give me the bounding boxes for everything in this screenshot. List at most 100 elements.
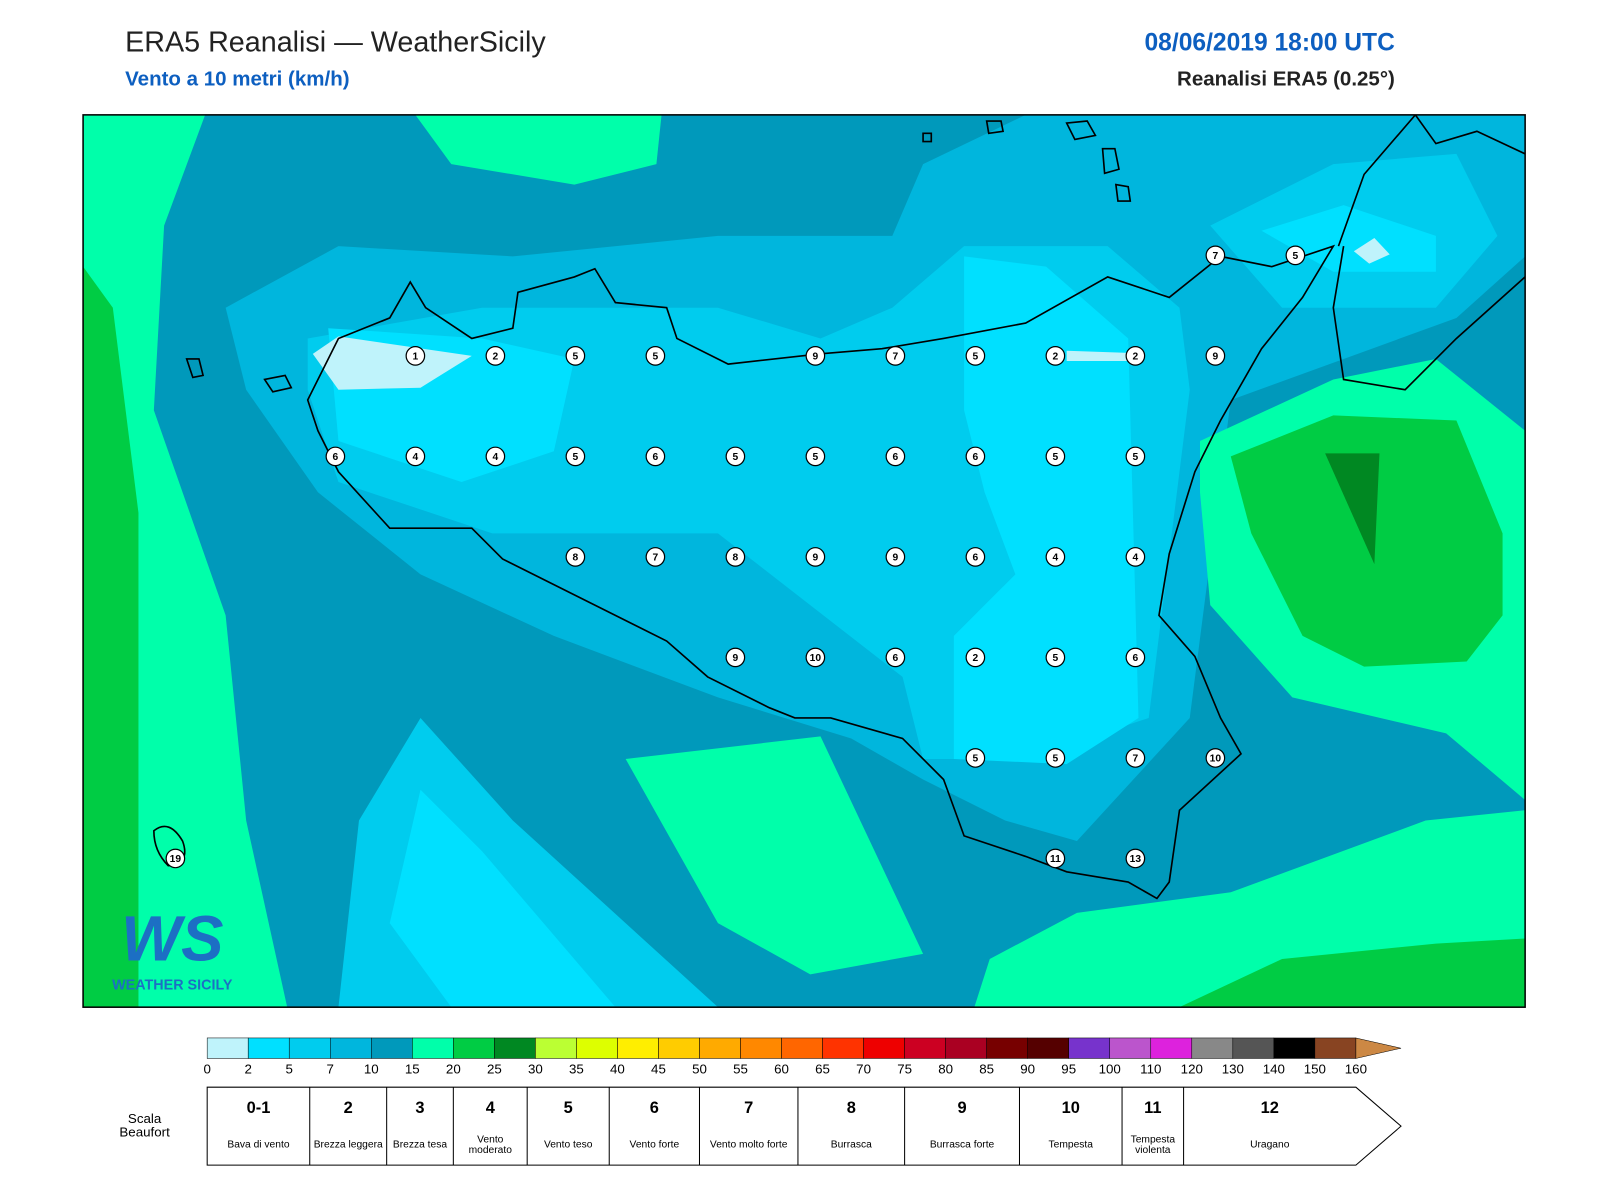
station-value: 4 <box>1133 553 1139 564</box>
colorbar-segment <box>781 1037 823 1059</box>
station-marker <box>645 346 666 366</box>
station-value: 6 <box>893 653 899 664</box>
beaufort-force: 6 <box>649 1099 659 1117</box>
sicily-coast <box>306 244 1336 900</box>
station-marker <box>165 848 186 869</box>
colorbar-tick-label: 70 <box>856 1061 871 1076</box>
colorbar-segment <box>494 1037 536 1059</box>
station-marker <box>1045 547 1066 567</box>
station-marker <box>885 547 906 567</box>
station-marker <box>805 647 826 668</box>
colorbar-segment <box>1150 1037 1193 1059</box>
beaufort-label: Burrasca <box>830 1139 872 1151</box>
station-marker <box>1125 647 1146 668</box>
station-marker <box>565 346 586 366</box>
station-value: 7 <box>653 553 659 564</box>
station-marker <box>965 446 986 467</box>
colorbar-tick-label: 5 <box>286 1061 293 1076</box>
station-marker <box>1045 647 1066 668</box>
beaufort-label: Uragano <box>1250 1139 1290 1151</box>
colorbar-tick-label: 50 <box>692 1061 707 1076</box>
colorbar-segment <box>1314 1037 1357 1059</box>
beaufort-force: 11 <box>1144 1099 1162 1117</box>
station-value: 6 <box>1133 653 1139 664</box>
colorbar-tick-label: 100 <box>1099 1061 1121 1076</box>
colorbar-tick-label: 85 <box>979 1061 994 1076</box>
station-marker <box>1045 346 1066 366</box>
island <box>985 120 1005 135</box>
station-marker <box>405 446 426 467</box>
beaufort-label: Vento teso <box>543 1139 593 1151</box>
station-marker <box>1125 848 1146 869</box>
colorbar-tick-label: 110 <box>1140 1061 1161 1076</box>
wind-zone <box>389 789 616 1008</box>
coastline <box>153 114 1526 900</box>
colorbar-tick-label: 10 <box>364 1061 379 1076</box>
colorbar-segment <box>1232 1037 1275 1059</box>
station-marker <box>965 748 986 768</box>
station-marker <box>805 446 826 467</box>
colorbar-segment <box>617 1037 659 1059</box>
station-marker <box>885 346 906 366</box>
station-marker <box>1045 848 1066 869</box>
station-marker <box>1285 245 1306 266</box>
station-marker <box>725 446 746 467</box>
island <box>263 374 293 393</box>
beaufort-frame <box>206 1086 1402 1166</box>
island <box>185 358 205 379</box>
station-value: 19 <box>170 854 182 865</box>
colorbar-tick-label: 55 <box>733 1061 748 1076</box>
map-frame <box>82 114 1526 1008</box>
datetime: 08/06/2019 18:00 UTC <box>1144 30 1395 57</box>
station-marker <box>965 647 986 668</box>
station-value: 9 <box>733 653 739 664</box>
station-value: 2 <box>973 653 979 664</box>
beaufort-force: 12 <box>1260 1099 1279 1117</box>
station-value: 5 <box>1053 754 1059 765</box>
station-value: 2 <box>493 352 499 363</box>
beaufort-scale <box>206 1086 1402 1166</box>
calabria-coast <box>1337 114 1417 247</box>
colorbar-tick-label: 65 <box>815 1061 830 1076</box>
colorbar-segment <box>288 1037 331 1059</box>
wind-zone <box>83 266 139 1008</box>
colorbar-segment <box>658 1037 700 1059</box>
station-value: 6 <box>653 452 659 463</box>
station-value: 8 <box>733 553 739 564</box>
station-marker <box>325 446 346 467</box>
beaufort-title: Scala Beaufort <box>119 1110 170 1140</box>
station-layer: 7 5 1 2 5 5 9 7 5 2 2 9 6 4 4 5 6 5 5 6 6 5 5 8 7 8 9 9 6 4 4 9 10 6 2 5 6 5 5… <box>165 245 1306 869</box>
colorbar-segment <box>904 1037 946 1059</box>
colorbar-tick-label: 15 <box>405 1061 420 1076</box>
station-marker <box>1125 446 1146 467</box>
colorbar-tick-label: 40 <box>610 1061 625 1076</box>
calabria-coast <box>1332 246 1526 391</box>
wind-zone <box>1066 350 1129 362</box>
colorbar-tick-label: 150 <box>1304 1061 1326 1076</box>
station-value: 5 <box>813 452 819 463</box>
colorbar-tick-label: 75 <box>897 1061 912 1076</box>
colorbar-segment <box>1191 1037 1234 1059</box>
station-value: 4 <box>1053 553 1059 564</box>
station-value: 8 <box>573 553 579 564</box>
beaufort-force: 7 <box>744 1099 754 1117</box>
station-value: 7 <box>1133 754 1139 765</box>
station-marker <box>485 446 506 467</box>
station-value: 9 <box>813 553 819 564</box>
colorbar-tick-label: 140 <box>1263 1061 1285 1076</box>
colorbar-tick-label: 130 <box>1222 1061 1244 1076</box>
beaufort-label: Vento moderato <box>468 1134 512 1156</box>
beaufort-force: 5 <box>563 1099 573 1117</box>
station-value: 10 <box>1210 754 1222 765</box>
colorbar-tick-label: 95 <box>1061 1061 1076 1076</box>
wind-zone <box>415 114 662 185</box>
station-value: 7 <box>893 352 899 363</box>
station-marker <box>565 547 586 567</box>
station-marker <box>645 547 666 567</box>
colorbar-segment <box>986 1037 1028 1059</box>
station-value: 2 <box>1053 352 1059 363</box>
colorbar-tick-label: 120 <box>1181 1061 1203 1076</box>
station-value: 11 <box>1050 854 1061 865</box>
